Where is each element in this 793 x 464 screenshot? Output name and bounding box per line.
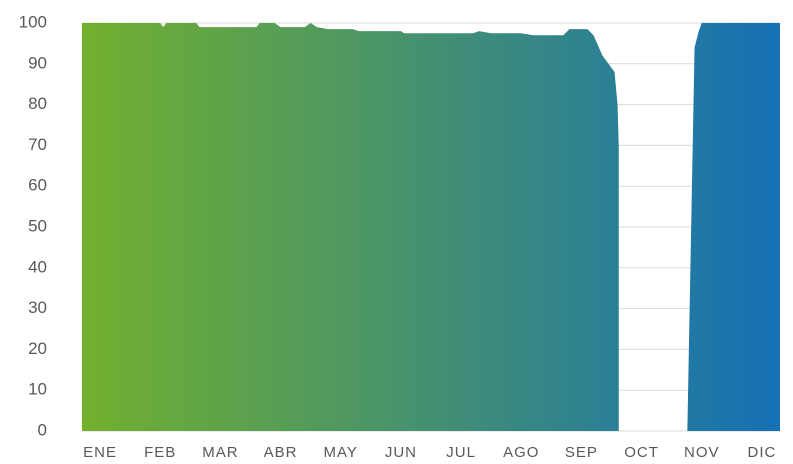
y-tick-label: 90 [28,53,47,72]
x-tick-label: SEP [565,444,598,461]
x-tick-label: MAR [202,444,238,461]
y-tick-label: 20 [28,339,47,358]
y-tick-label: 50 [28,216,47,235]
y-tick-label: 70 [28,135,47,154]
x-tick-label: JUN [385,444,417,461]
x-tick-label: ENE [83,444,117,461]
x-tick-label: FEB [144,444,176,461]
y-tick-label: 80 [28,94,47,113]
y-tick-label: 60 [28,176,47,195]
x-tick-label: DIC [748,444,777,461]
x-tick-label: MAY [324,444,358,461]
y-tick-label: 30 [28,298,47,317]
y-tick-label: 0 [38,420,47,439]
x-tick-label: ABR [264,444,298,461]
x-tick-label: OCT [624,444,659,461]
x-tick-label: AGO [503,444,539,461]
y-tick-label: 40 [28,257,47,276]
y-tick-label: 10 [28,380,47,399]
x-tick-label: NOV [684,444,720,461]
x-tick-label: JUL [446,444,476,461]
area [82,23,780,431]
y-tick-label: 100 [19,12,47,31]
